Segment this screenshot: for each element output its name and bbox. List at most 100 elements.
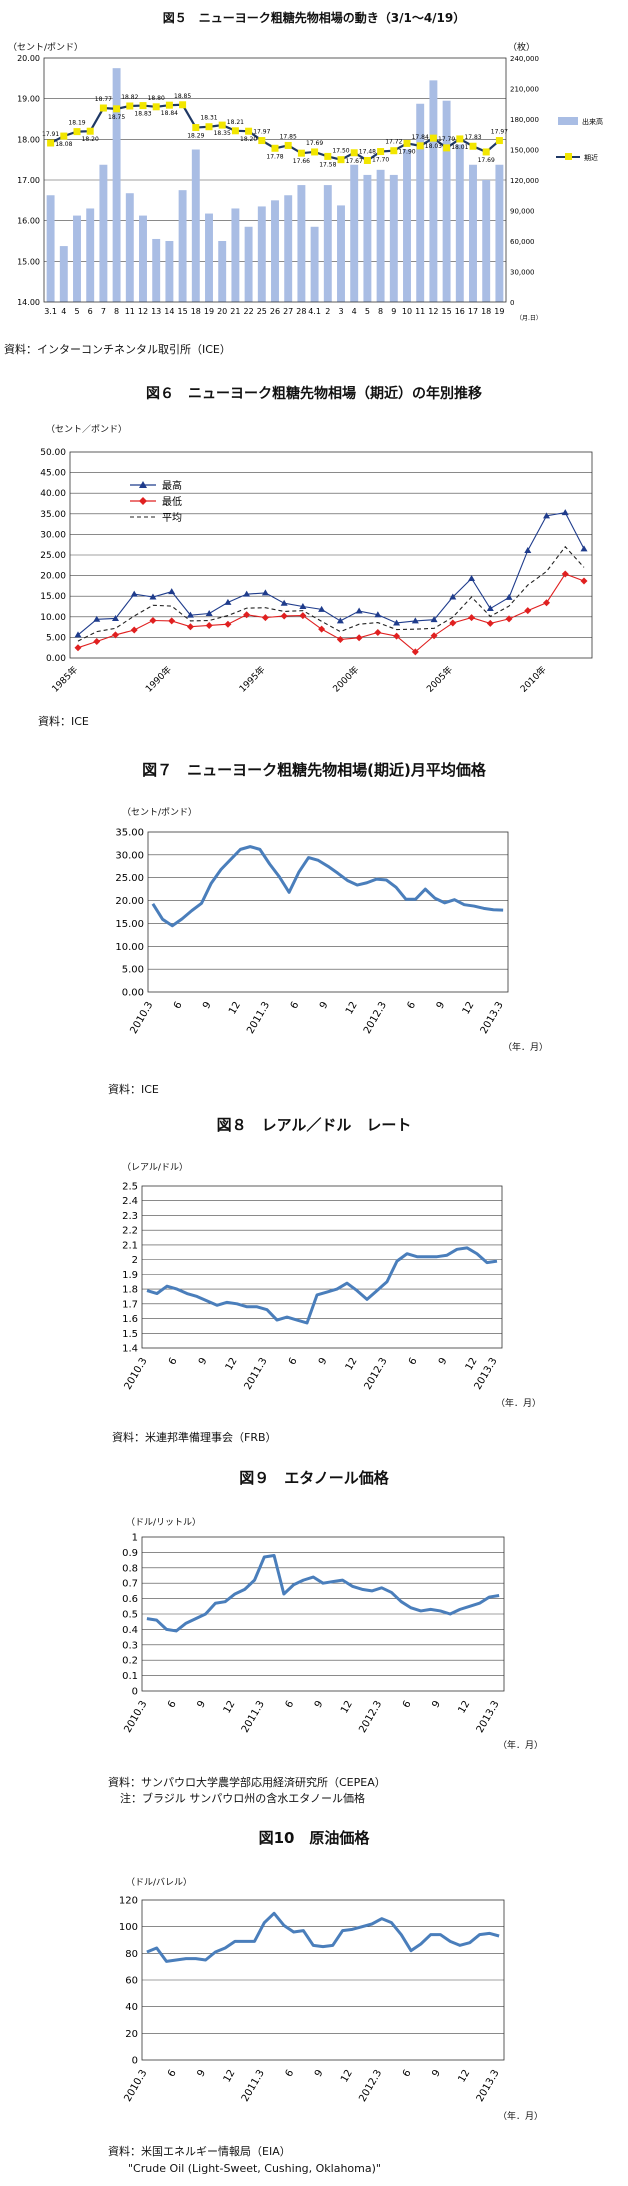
fig5-data-label: 18.80	[148, 95, 165, 102]
fig5-volume-bar	[350, 164, 359, 302]
fig5-data-label: 18.84	[161, 110, 178, 117]
fig7-series-line	[151, 845, 504, 928]
fig8-y-tick: 1.9	[122, 1270, 138, 1281]
fig7-x-tick: 2011.3	[245, 1000, 272, 1036]
fig7-source: 資料：ICE	[108, 1082, 159, 1096]
fig5-data-label: 18.77	[95, 96, 112, 103]
fig5-x-tick: 27	[283, 307, 293, 316]
fig6-high-marker	[411, 617, 419, 624]
fig8-x-tick: 2011.3	[243, 1356, 270, 1392]
fig6-series-line	[77, 573, 585, 653]
fig7-y-tick: 35.00	[115, 828, 144, 839]
fig8-x-tick: 12	[224, 1356, 240, 1373]
fig6-high-marker	[261, 589, 269, 596]
fig7-x-tick: 9	[318, 1000, 331, 1011]
fig6-y-tick: 15.00	[40, 592, 66, 602]
fig5-x-tick: 25	[257, 307, 267, 316]
fig5-volume-bar	[389, 174, 398, 302]
fig9-y-tick: 0	[132, 1687, 138, 1698]
fig5-volume-bar	[178, 190, 187, 302]
fig10-y-tick: 0	[132, 2056, 138, 2067]
fig7-x-tick: 12	[227, 1000, 243, 1017]
fig5-data-label: 18.08	[55, 141, 72, 148]
fig5-price-marker	[311, 148, 319, 156]
fig8-gridlines	[142, 1200, 502, 1334]
fig5-price-marker	[271, 144, 279, 152]
fig5-x-tick: 6	[88, 307, 93, 316]
fig7-y-tick: 25.00	[115, 873, 144, 884]
fig6-plot-frame	[69, 451, 593, 659]
fig5-data-label: 17.83	[464, 134, 481, 141]
fig5-volume-bar	[139, 215, 147, 302]
fig8-y-tick: 2.2	[122, 1226, 138, 1237]
fig7-x-tick: 9	[201, 1000, 214, 1011]
fig5-data-label: 17.78	[266, 153, 283, 160]
fig5-left-tick: 16.00	[17, 217, 40, 226]
fig6-y-tick: 45.00	[40, 469, 66, 479]
fig10-note: "Crude Oil (Light-Sweet, Cushing, Oklaho…	[128, 2162, 381, 2175]
fig5-x-tick: 19	[494, 307, 504, 316]
fig6-low-marker	[130, 626, 138, 634]
fig5-data-label: 18.82	[121, 94, 138, 101]
fig5-x-tick: 8	[378, 307, 383, 316]
fig6-legend-avg: 平均	[162, 512, 182, 524]
fig6-low-marker	[336, 635, 344, 643]
fig5-price-marker	[482, 148, 490, 156]
fig5-gridlines	[44, 98, 506, 262]
fig8-x-tick: 9	[437, 1356, 450, 1367]
fig7-series	[151, 845, 504, 928]
fig8-x-tick: 2010.3	[123, 1356, 150, 1392]
fig7-x-tick: 6	[405, 1000, 418, 1011]
fig10-x-tick: 6	[166, 2068, 179, 2079]
fig10-ylabel: （ドル/バレル）	[126, 1877, 192, 1888]
fig5-data-label: 17.70	[372, 157, 389, 164]
fig6-low-marker	[505, 615, 513, 623]
fig5-volume-bar	[310, 226, 319, 302]
fig9-series-line	[146, 1553, 500, 1633]
fig9-x-tick: 12	[339, 1699, 355, 1716]
fig6-high-marker	[299, 603, 307, 609]
fig6: 図６ ニューヨーク粗糖先物相場（期近）の年別推移 （セント／ポンド） 0.00 5…	[38, 385, 593, 728]
fig7-x-tick: 12	[344, 1000, 360, 1017]
fig5-price-marker	[284, 141, 292, 149]
fig5-x-tick: 22	[244, 307, 254, 316]
fig5-volume-bar	[231, 208, 240, 302]
fig5-price-marker	[73, 128, 81, 136]
fig5-volume-bar	[376, 169, 385, 302]
fig9-ylabel: （ドル/リットル）	[126, 1517, 201, 1528]
fig10-y-tick: 80	[125, 1949, 138, 1960]
fig5-volume-bar	[244, 226, 253, 302]
fig8-ylabel: （レアル/ドル）	[122, 1162, 188, 1173]
fig5-volume-bar	[46, 195, 55, 302]
fig10-y-tick: 60	[125, 1976, 138, 1987]
fig5-legend-swatch-volume	[558, 117, 578, 125]
fig6-high-marker	[186, 611, 194, 618]
fig5-price-marker	[86, 127, 94, 135]
fig5-volume-bar	[191, 149, 200, 302]
fig8-series-line	[146, 1246, 498, 1325]
fig6-x-tick: 1985年	[49, 664, 80, 695]
fig6-y-tick: 10.00	[40, 613, 66, 623]
fig9-y-tick: 1	[132, 1533, 138, 1544]
fig5-right-tick: 30,000	[510, 269, 535, 277]
fig5-price-marker	[152, 103, 160, 111]
fig5-volume-bar	[363, 174, 372, 302]
fig8: 図８ レアル／ドル レート （レアル/ドル） 1.41.51.61.71.81.…	[112, 1116, 541, 1444]
fig5-volume-bar	[218, 241, 227, 302]
fig9-note: 注：ブラジル サンパウロ州の含水エタノール価格	[120, 1791, 365, 1805]
fig5-data-label: 17.72	[385, 139, 402, 146]
fig10-x-tick: 2012.3	[357, 2068, 384, 2104]
fig5-volume-bar	[297, 185, 306, 302]
fig6-high-marker	[224, 598, 232, 605]
fig7-y-tick: 15.00	[115, 919, 144, 930]
fig5-right-tick: 210,000	[510, 86, 539, 94]
fig5-right-tick: 150,000	[510, 147, 539, 155]
fig6-series-line	[77, 511, 585, 636]
fig6-low-marker	[111, 631, 119, 639]
fig5-x-tick: 11	[125, 307, 135, 316]
fig10-y-tick: 100	[119, 1922, 138, 1933]
fig5-data-label: 18.20	[82, 136, 99, 143]
fig5-price-marker	[403, 139, 411, 147]
fig8-title: 図８ レアル／ドル レート	[217, 1116, 412, 1134]
fig5-x-tick: 16	[455, 307, 465, 316]
